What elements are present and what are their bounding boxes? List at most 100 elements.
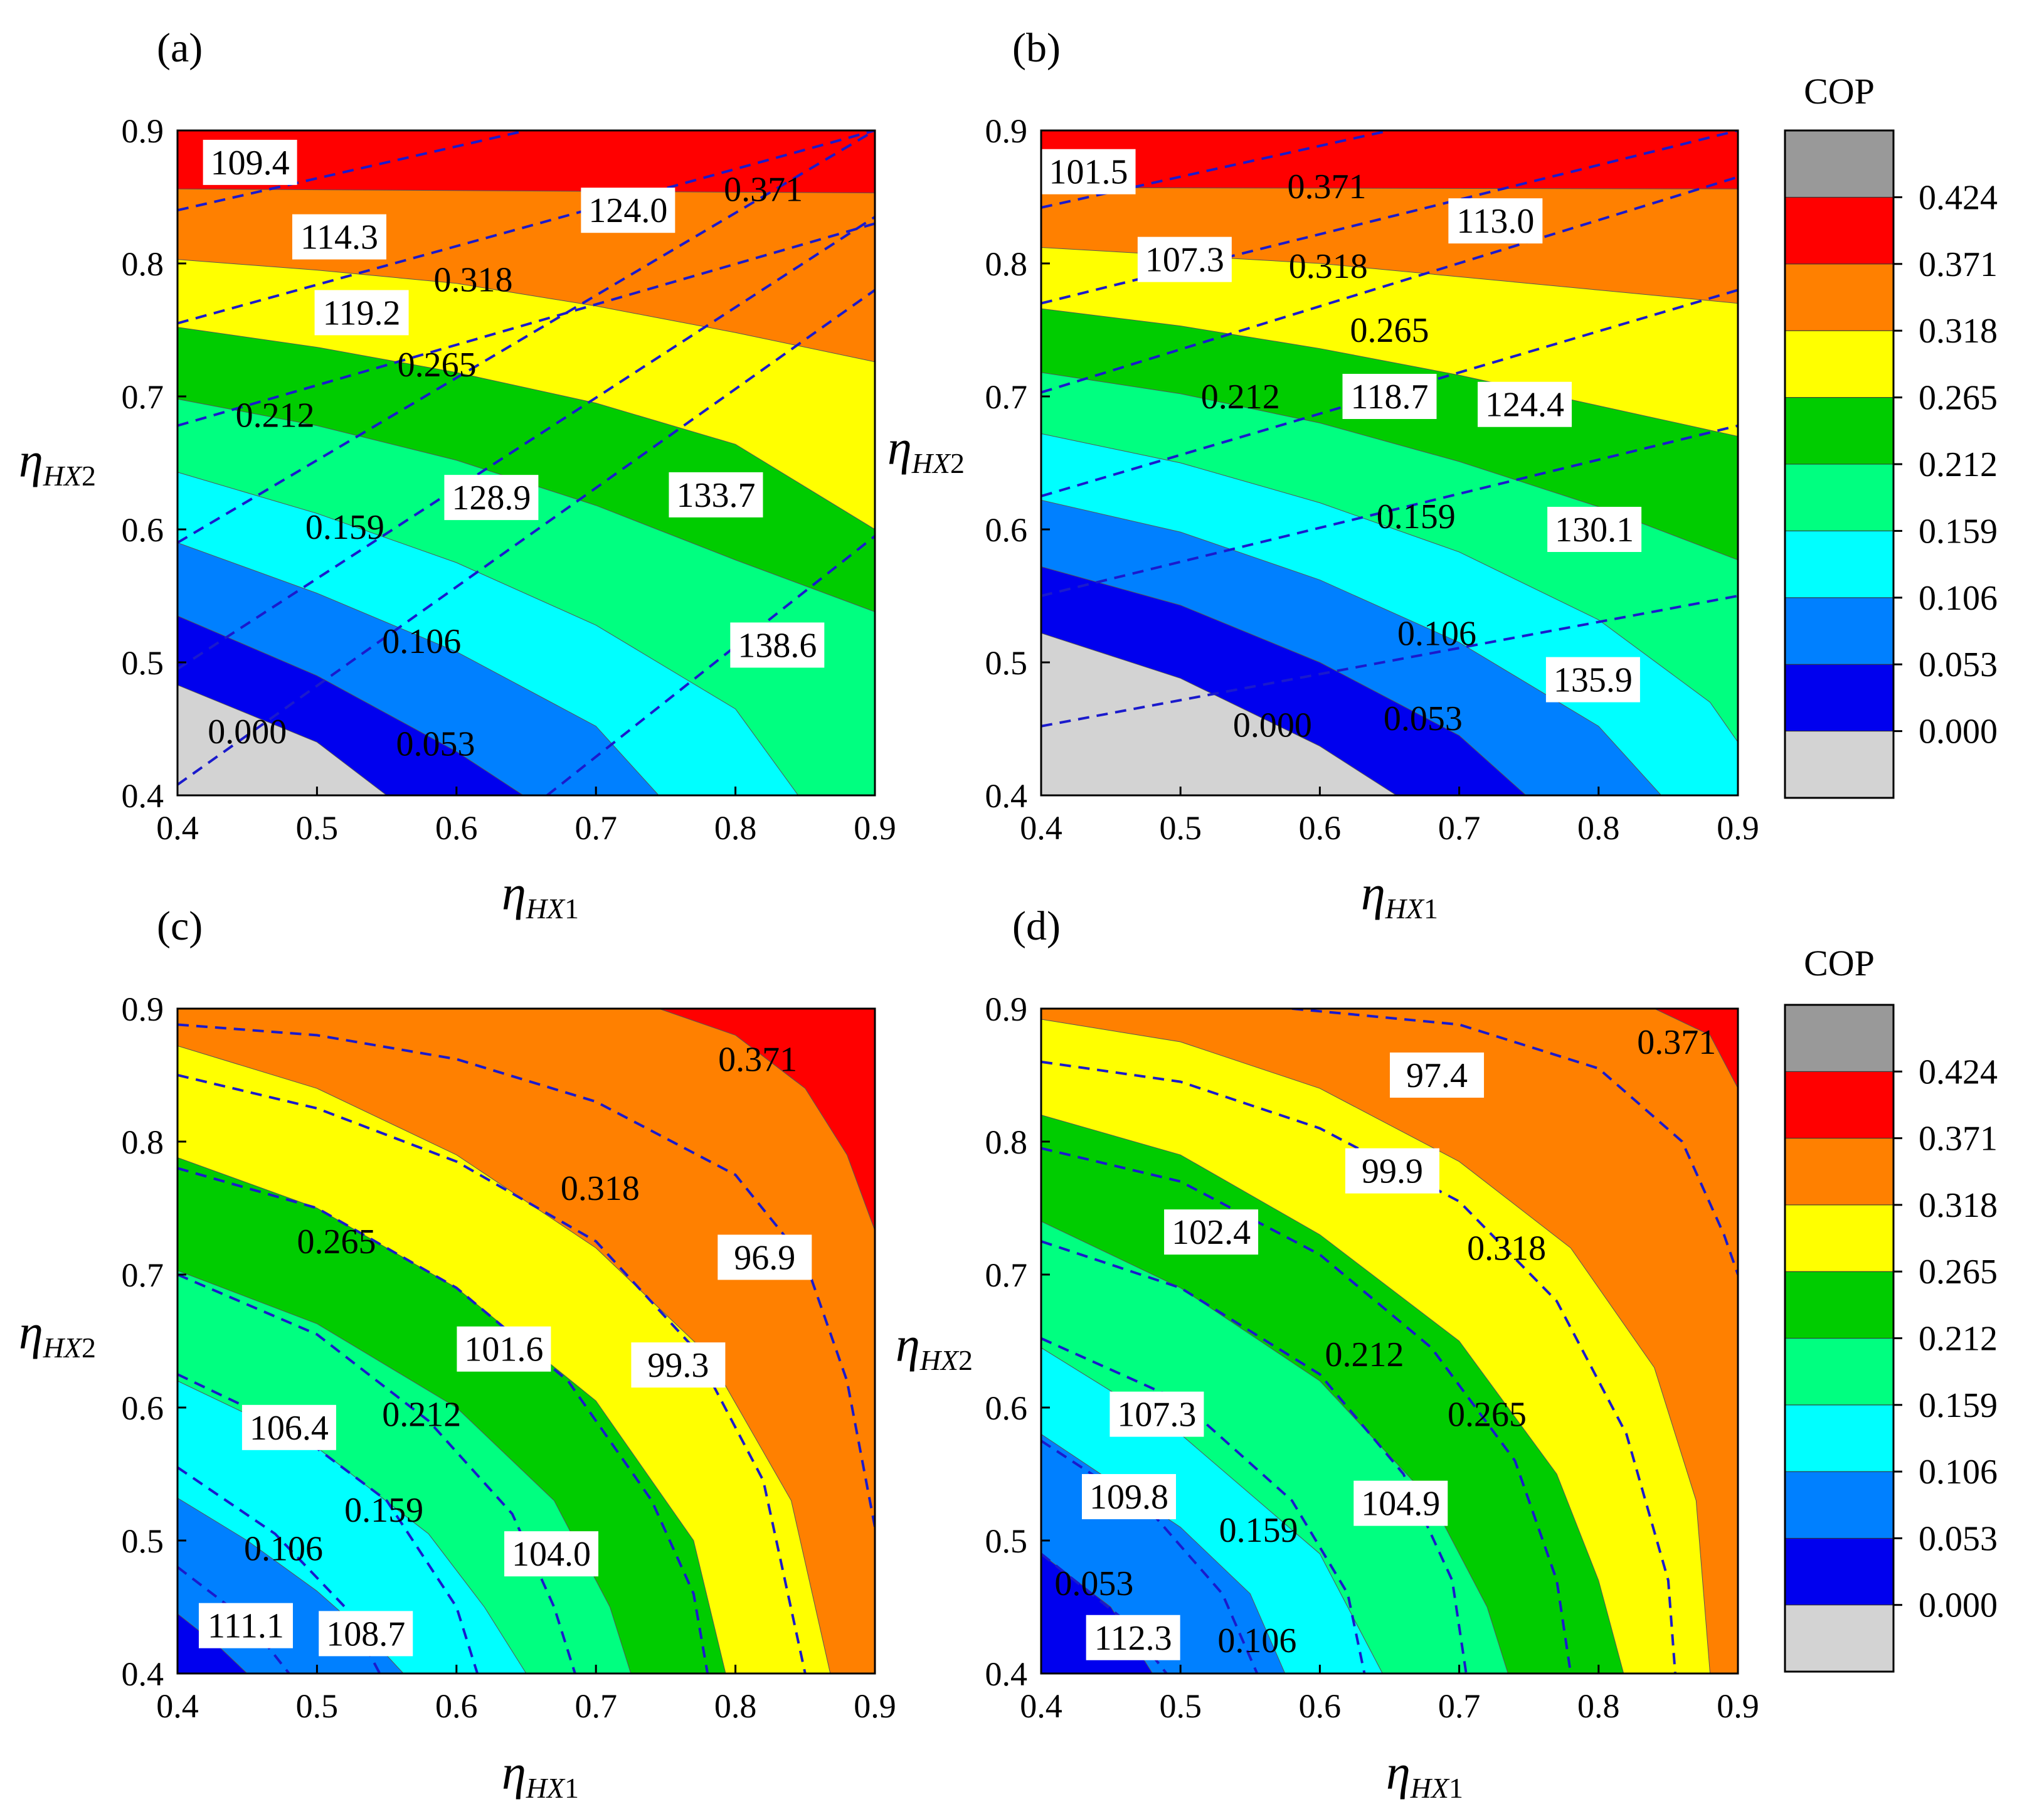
colorbar-segment: [1784, 1537, 1894, 1606]
x-tick-label: 0.5: [296, 1687, 339, 1725]
y-axis-title-subscript: HX: [43, 460, 83, 492]
colorbar-tick-label: 0.318: [1919, 312, 1998, 351]
temperature-label: 107.3: [1145, 241, 1224, 280]
y-tick-label: 0.9: [985, 112, 1028, 150]
temperature-line: [177, 222, 875, 427]
colorbar-segment: [1784, 530, 1894, 598]
colorbar-tick-label: 0.106: [1919, 579, 1998, 618]
colorbar-tick-label: 0.318: [1919, 1186, 1998, 1225]
cop-label: 0.371: [718, 1041, 797, 1079]
temperature-label: 104.0: [512, 1535, 591, 1574]
panel-label: (c): [157, 903, 203, 949]
temperature-label: 102.4: [1172, 1213, 1251, 1252]
temperature-label-box: [718, 1234, 812, 1280]
temperature-label-box: [1342, 374, 1437, 419]
y-tick-label: 0.5: [985, 1522, 1028, 1560]
x-tick-label: 0.8: [714, 809, 757, 847]
temperature-label-box: [730, 622, 825, 668]
temperature-label: 113.0: [1456, 202, 1534, 241]
colorbar-segment: [1784, 1071, 1894, 1139]
colorbar-segment: [1784, 330, 1894, 398]
x-tick-label: 0.7: [1438, 1687, 1481, 1725]
temperature-label: 128.9: [452, 479, 531, 517]
cop-label: 0.000: [1233, 706, 1312, 745]
temperature-line: [177, 1273, 576, 1673]
temperature-label-box: [1353, 1480, 1448, 1526]
temperature-label-box: [1109, 1391, 1204, 1437]
temperature-line: [1041, 1337, 1366, 1673]
temperature-label: 109.4: [211, 144, 290, 183]
x-axis-title-symbol: η: [502, 866, 526, 920]
temperature-label: 135.9: [1554, 661, 1633, 700]
temperature-label: 119.2: [323, 294, 401, 332]
temperature-label-box: [1081, 1474, 1176, 1520]
x-axis-title-symbol: η: [502, 1745, 526, 1800]
temperature-line: [1041, 424, 1738, 597]
temperature-label-box: [319, 1611, 413, 1657]
x-tick-label: 0.9: [1717, 1687, 1759, 1725]
x-tick-label: 0.8: [1577, 809, 1620, 847]
temperature-line: [1041, 1240, 1468, 1673]
y-tick-label: 0.6: [122, 511, 164, 549]
x-tick-label: 0.5: [1159, 809, 1202, 847]
y-tick-label: 0.4: [122, 1655, 164, 1693]
y-tick-label: 0.5: [122, 644, 164, 682]
cop-label: 0.265: [398, 346, 477, 385]
panel-b: 0.371 0.318 0.265 0.212 0.159 0.106 0.053 0.000…: [887, 25, 1759, 925]
colorbar-segment: [1784, 1271, 1894, 1339]
temperature-line: [177, 1566, 290, 1673]
cop-label: 0.053: [396, 724, 475, 763]
cop-label: 0.159: [1377, 497, 1456, 536]
x-tick-label: 0.4: [156, 1687, 199, 1725]
colorbar-segment: [1784, 196, 1894, 265]
y-tick-label: 0.7: [985, 1256, 1028, 1294]
colorbar-title: COP: [1804, 943, 1875, 984]
y-axis-title: ηHX2: [19, 433, 96, 492]
temperature-label-box: [1137, 236, 1232, 282]
temperature-label-box: [444, 475, 539, 521]
x-tick-label: 0.9: [1717, 809, 1759, 847]
x-tick-label: 0.6: [1299, 1687, 1342, 1725]
x-tick-label: 0.6: [1299, 809, 1342, 847]
temperature-label-box: [504, 1531, 599, 1577]
temperature-line: [177, 1023, 875, 1528]
x-tick-label: 0.6: [435, 1687, 478, 1725]
colorbar-tick-label: 0.265: [1919, 1253, 1998, 1292]
colorbar-title: COP: [1804, 71, 1875, 112]
x-tick-label: 0.6: [435, 809, 478, 847]
x-tick-label: 0.7: [575, 1687, 617, 1725]
colorbar-tick-label: 0.371: [1919, 245, 1998, 284]
colorbar-tick-label: 0.265: [1919, 379, 1998, 418]
temperature-line: [177, 1167, 709, 1673]
x-tick-label: 0.4: [1020, 1687, 1062, 1725]
temperature-label-box: [631, 1342, 726, 1388]
y-axis-title-index: 2: [950, 447, 965, 479]
x-tick-label: 0.5: [296, 809, 339, 847]
y-axis-title-subscript: HX: [911, 447, 951, 479]
colorbar-segment: [1784, 1604, 1894, 1672]
x-axis-title-symbol: η: [1361, 866, 1385, 920]
cop-label: 0.371: [1637, 1023, 1716, 1062]
temperature-label: 130.1: [1555, 511, 1634, 549]
y-axis-title: ηHX2: [887, 420, 965, 479]
x-axis-title-index: 1: [1424, 893, 1438, 925]
y-tick-label: 0.9: [122, 990, 164, 1028]
x-axis-title: ηHX1: [1386, 1745, 1463, 1804]
cop-label: 0.053: [1384, 699, 1463, 738]
temperature-line: [1291, 1009, 1738, 1275]
y-tick-label: 0.8: [985, 245, 1028, 283]
temperature-label: 106.4: [250, 1409, 329, 1448]
temperature-line: [177, 216, 875, 671]
y-axis-title-symbol: η: [19, 433, 43, 487]
y-axis-title-symbol: η: [896, 1317, 920, 1372]
temperature-label: 96.9: [734, 1238, 795, 1277]
colorbar-tick-label: 0.000: [1919, 1586, 1998, 1625]
y-tick-label: 0.8: [985, 1123, 1028, 1161]
colorbar-tick-label: 0.212: [1919, 1320, 1998, 1359]
cop-label: 0.000: [208, 713, 287, 751]
colorbar-tick-label: 0.424: [1919, 1053, 1998, 1091]
colorbar-segment: [1784, 1204, 1894, 1272]
temperature-label-box: [581, 188, 675, 233]
cop-label: 0.212: [382, 1396, 461, 1435]
y-tick-label: 0.9: [985, 990, 1028, 1028]
